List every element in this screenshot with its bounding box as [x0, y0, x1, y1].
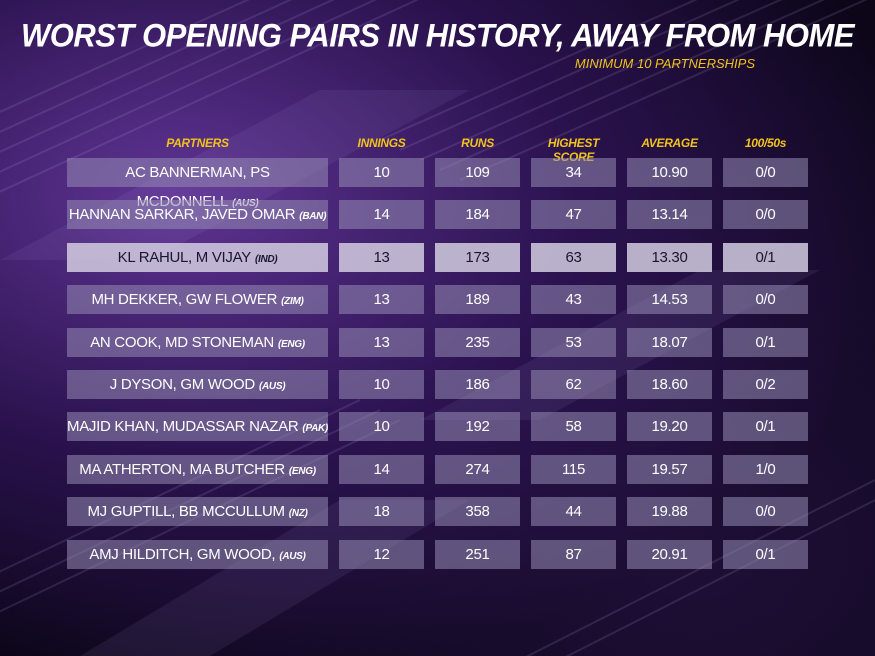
- cell-average: 10.90: [627, 158, 712, 187]
- cell-runs: 186: [435, 369, 520, 399]
- cell-hundreds-fifties: 0/0: [723, 158, 808, 187]
- cell-innings: 13: [339, 285, 424, 315]
- cell-average: 19.20: [627, 412, 712, 442]
- cell-runs: 109: [435, 158, 520, 187]
- cell-highest-score: 62: [531, 369, 616, 399]
- partners-country: (ENG): [277, 338, 305, 350]
- partners-country: (BAN): [299, 211, 327, 223]
- table-row: J DYSON, GM WOOD (AUS) 10 186 62 18.60 0/2: [67, 369, 808, 399]
- cell-innings: 12: [339, 539, 424, 569]
- cell-innings: 10: [339, 158, 424, 187]
- page-title: WORST OPENING PAIRS IN HISTORY, AWAY FRO…: [20, 17, 855, 54]
- cell-innings: 13: [339, 327, 424, 357]
- partners-country: (AUS): [258, 380, 286, 392]
- partners-country: (ZIM): [281, 296, 304, 308]
- table-row: AN COOK, MD STONEMAN (ENG) 13 235 53 18.07 0/1: [67, 327, 808, 357]
- cell-hundreds-fifties: 0/1: [723, 327, 808, 357]
- cell-hundreds-fifties: 0/1: [723, 539, 808, 569]
- table-row: MH DEKKER, GW FLOWER (ZIM) 13 189 43 14.53 0/0: [67, 285, 808, 315]
- cell-innings: 10: [339, 369, 424, 399]
- cell-average: 13.14: [627, 200, 712, 230]
- header-hundreds-fifties: 100/50s: [744, 136, 787, 150]
- table-row: MAJID KHAN, MUDASSAR NAZAR (PAK) 10 192 58 19…: [67, 412, 808, 442]
- cell-innings: 14: [339, 200, 424, 230]
- partners-country: (AUS): [279, 550, 306, 562]
- cell-partners: MAJID KHAN, MUDASSAR NAZAR (PAK): [67, 412, 328, 442]
- table-row: AMJ HILDITCH, GM WOOD, (AUS) 12 251 87 20.91 0…: [67, 539, 808, 569]
- cell-average: 19.57: [627, 454, 712, 484]
- cell-runs: 274: [435, 454, 520, 484]
- partners-names: MH DEKKER, GW FLOWER: [91, 291, 278, 309]
- cell-average: 18.60: [627, 369, 712, 399]
- cell-hundreds-fifties: 0/1: [723, 242, 808, 272]
- partners-country: (PAK): [302, 423, 328, 435]
- cell-hundreds-fifties: 0/0: [723, 285, 808, 315]
- cell-runs: 192: [435, 412, 520, 442]
- table-row: MA ATHERTON, MA BUTCHER (ENG) 14 274 115 19.5…: [67, 454, 808, 484]
- cell-highest-score: 43: [531, 285, 616, 315]
- cell-hundreds-fifties: 0/2: [723, 369, 808, 399]
- table-header: PARTNERS INNINGS RUNS HIGHEST SCORE AVER…: [67, 136, 807, 164]
- cell-partners: HANNAN SARKAR, JAVED OMAR (BAN): [67, 200, 328, 230]
- table-row: KL RAHUL, M VIJAY (IND) 13 173 63 13.30 0/1: [67, 242, 808, 272]
- header-average: AVERAGE: [641, 136, 698, 150]
- cell-highest-score: 87: [531, 539, 616, 569]
- cell-partners: MA ATHERTON, MA BUTCHER (ENG): [67, 454, 328, 484]
- partners-names: AN COOK, MD STONEMAN: [90, 333, 274, 351]
- cell-partners: J DYSON, GM WOOD (AUS): [67, 369, 328, 399]
- cell-runs: 235: [435, 327, 520, 357]
- cell-average: 19.88: [627, 497, 712, 527]
- cell-innings: 10: [339, 412, 424, 442]
- partners-country: (IND): [254, 253, 278, 265]
- cell-highest-score: 44: [531, 497, 616, 527]
- partners-names: HANNAN SARKAR, JAVED OMAR: [68, 206, 296, 224]
- partners-names: KL RAHUL, M VIJAY: [117, 248, 252, 266]
- cell-runs: 184: [435, 200, 520, 230]
- cell-average: 14.53: [627, 285, 712, 315]
- table-row: MJ GUPTILL, BB MCCULLUM (NZ) 18 358 44 19.88 0…: [67, 497, 808, 527]
- cell-hundreds-fifties: 0/0: [723, 497, 808, 527]
- cell-average: 13.30: [627, 242, 712, 272]
- cell-runs: 358: [435, 497, 520, 527]
- cell-runs: 251: [435, 539, 520, 569]
- partners-names: MJ GUPTILL, BB MCCULLUM: [87, 503, 285, 521]
- cell-runs: 173: [435, 242, 520, 272]
- cell-highest-score: 47: [531, 200, 616, 230]
- table-row: HANNAN SARKAR, JAVED OMAR (BAN) 14 184 47 13.…: [67, 200, 808, 230]
- cell-partners: MJ GUPTILL, BB MCCULLUM (NZ): [67, 497, 328, 527]
- page-subtitle: MINIMUM 10 PARTNERSHIPS: [574, 56, 755, 71]
- cell-highest-score: 34: [531, 158, 616, 187]
- cell-innings: 18: [339, 497, 424, 527]
- cell-partners: AN COOK, MD STONEMAN (ENG): [67, 327, 328, 357]
- partners-country: (NZ): [288, 508, 308, 520]
- partners-names: MA ATHERTON, MA BUTCHER: [79, 460, 285, 478]
- cell-average: 20.91: [627, 539, 712, 569]
- cell-partners: MH DEKKER, GW FLOWER (ZIM): [67, 285, 328, 315]
- table-row: AC BANNERMAN, PS MCDONNELL(AUS) 10 109 34 10…: [67, 158, 808, 210]
- cell-highest-score: 58: [531, 412, 616, 442]
- cell-innings: 13: [339, 242, 424, 272]
- table-body: AC BANNERMAN, PS MCDONNELL(AUS) 10 109 34 10…: [67, 158, 808, 582]
- cell-innings: 14: [339, 454, 424, 484]
- partners-country: (ENG): [288, 465, 316, 477]
- partners-names: AMJ HILDITCH, GM WOOD,: [89, 545, 276, 563]
- header-innings: INNINGS: [357, 136, 406, 150]
- cell-highest-score: 63: [531, 242, 616, 272]
- cell-highest-score: 115: [531, 454, 616, 484]
- partners-names: MAJID KHAN, MUDASSAR NAZAR: [67, 418, 299, 436]
- cell-hundreds-fifties: 1/0: [723, 454, 808, 484]
- partners-names: J DYSON, GM WOOD: [109, 375, 256, 393]
- cell-hundreds-fifties: 0/0: [723, 200, 808, 230]
- cell-average: 18.07: [627, 327, 712, 357]
- cell-runs: 189: [435, 285, 520, 315]
- cell-partners: AMJ HILDITCH, GM WOOD, (AUS): [67, 539, 328, 569]
- cell-partners: AC BANNERMAN, PS MCDONNELL(AUS): [67, 158, 328, 210]
- cell-hundreds-fifties: 0/1: [723, 412, 808, 442]
- header-runs: RUNS: [461, 136, 494, 150]
- header-partners: PARTNERS: [166, 136, 229, 150]
- cell-partners: KL RAHUL, M VIJAY (IND): [67, 242, 328, 272]
- cell-highest-score: 53: [531, 327, 616, 357]
